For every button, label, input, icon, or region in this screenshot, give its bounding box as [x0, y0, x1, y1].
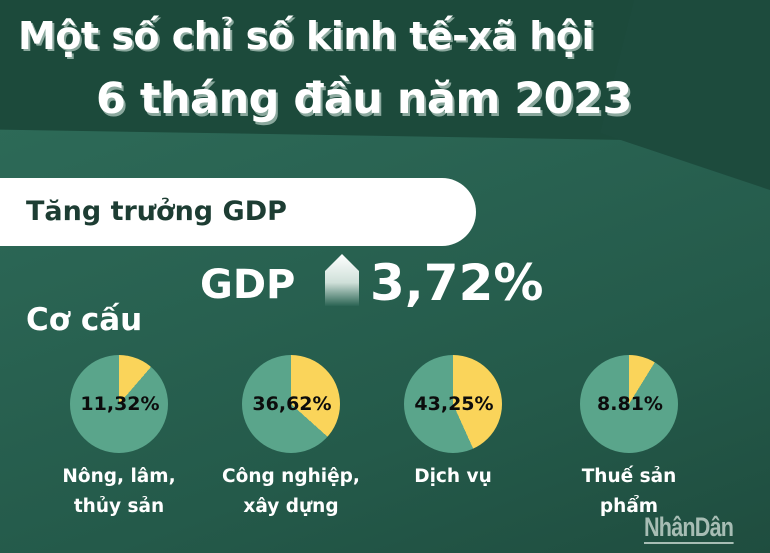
- category-label-services: Dịch vụ: [363, 462, 543, 492]
- pie-chart-agriculture: 11,32%: [70, 355, 170, 455]
- title-line-1: Một số chỉ số kinh tế-xã hội: [18, 14, 594, 58]
- pie-value-label: 11,32%: [80, 393, 160, 415]
- arrow-up-icon: [325, 254, 359, 306]
- pie-value-label: 43,25%: [414, 393, 494, 415]
- structure-heading: Cơ cấu: [26, 302, 143, 338]
- category-label-agriculture: Nông, lâm, thủy sản: [29, 462, 209, 522]
- category-label-line: thủy sản: [73, 496, 165, 517]
- section-banner-title: Tăng trưởng GDP: [26, 196, 287, 227]
- section-banner: [0, 178, 476, 246]
- pie-slice: [242, 355, 340, 453]
- gdp-growth-value: 3,72%: [370, 254, 544, 312]
- category-label-line: phẩm: [599, 496, 659, 517]
- gdp-label: GDP: [200, 262, 296, 308]
- pie-chart-product-tax: 8.81%: [580, 355, 680, 455]
- category-label-line: Công nghiệp,: [222, 466, 360, 487]
- category-label-line: xây dựng: [243, 496, 339, 517]
- pie-slice: [404, 355, 502, 453]
- pie-value-label: 8.81%: [597, 393, 663, 415]
- pie-chart-services: 43,25%: [404, 355, 504, 455]
- pie-slice: [70, 355, 168, 453]
- pie-slice: [580, 355, 678, 453]
- category-label-product-tax: Thuế sản phẩm: [539, 462, 719, 522]
- nhandan-logo: NhânDân: [644, 512, 734, 544]
- category-label-line: Nông, lâm,: [62, 466, 176, 487]
- category-label-line: Thuế sản: [581, 466, 677, 487]
- category-label-industry: Công nghiệp, xây dựng: [201, 462, 381, 522]
- title-line-2: 6 tháng đầu năm 2023: [96, 74, 632, 124]
- category-label-line: Dịch vụ: [414, 466, 492, 487]
- pie-chart-industry: 36,62%: [242, 355, 342, 455]
- pie-value-label: 36,62%: [252, 393, 332, 415]
